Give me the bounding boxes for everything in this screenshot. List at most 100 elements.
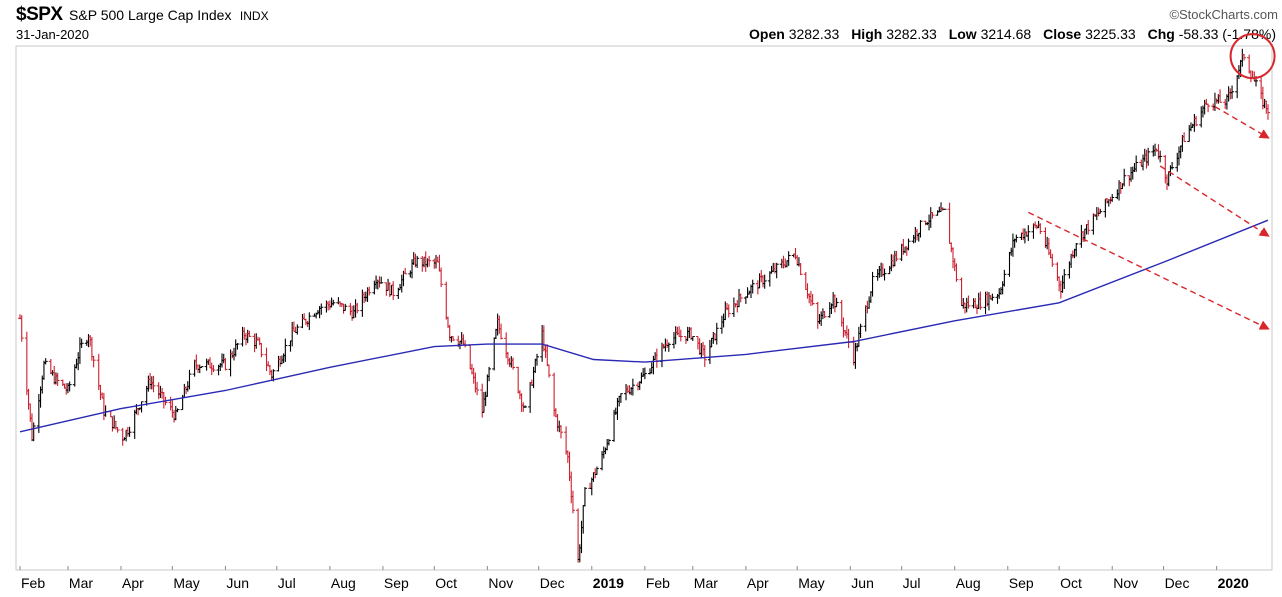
price-bar: [1158, 150, 1163, 163]
price-bar: [211, 365, 216, 373]
price-bar: [906, 238, 911, 251]
price-bar: [582, 487, 587, 507]
price-bar: [235, 343, 240, 350]
high-value: 3282.33: [886, 26, 937, 42]
price-bar: [822, 311, 827, 319]
price-bar: [379, 276, 384, 284]
price-bar: [630, 378, 635, 396]
price-bar: [1146, 147, 1151, 166]
price-bar: [726, 304, 731, 318]
price-bar: [714, 322, 719, 345]
price-bar: [894, 250, 899, 262]
price-bar: [978, 291, 983, 310]
price-bar: [786, 251, 791, 266]
x-tick-label: Apr: [747, 575, 769, 591]
price-bar: [762, 274, 767, 289]
price-bar: [511, 357, 516, 370]
price-bar: [798, 263, 803, 276]
quote-bar: Open 3282.33 High 3282.33 Low 3214.68 Cl…: [749, 26, 1276, 42]
moving-average-line: [19, 219, 1269, 433]
price-bar: [120, 427, 125, 446]
price-bar: [690, 336, 695, 342]
price-bar: [31, 422, 36, 442]
price-bar: [492, 337, 497, 371]
x-tick-label: Nov: [488, 575, 513, 591]
price-bar: [990, 293, 995, 301]
x-tick-label: Jul: [278, 575, 296, 591]
price-bar: [1218, 89, 1223, 103]
x-tick-label: May: [798, 575, 824, 591]
price-bar: [1038, 223, 1043, 234]
price-bar: [444, 281, 449, 320]
price-bar: [199, 366, 204, 369]
x-tick-label: Feb: [646, 575, 670, 591]
price-bar: [367, 286, 372, 296]
price-bar: [43, 358, 48, 365]
exchange-label: INDX: [239, 9, 269, 23]
trend-arrow: [1159, 165, 1270, 237]
x-tick-label: Mar: [694, 575, 718, 591]
price-bar: [870, 271, 875, 297]
price-bar: [918, 220, 923, 238]
price-bar: [1026, 225, 1031, 241]
price-bar: [1002, 269, 1007, 287]
price-bar: [19, 315, 24, 342]
price-bar: [295, 324, 300, 335]
trend-arrows: [1028, 106, 1270, 330]
high-label: High: [851, 26, 883, 42]
price-bar: [882, 268, 887, 281]
brand-watermark: ©StockCharts.com: [1169, 7, 1278, 22]
price-bar: [415, 255, 420, 268]
price-bar: [499, 323, 504, 340]
index-name: S&P 500 Large Cap Index: [69, 7, 232, 23]
price-bar: [1182, 132, 1187, 142]
price-bar: [187, 369, 192, 390]
x-tick-label: Sep: [384, 575, 409, 591]
price-bar: [283, 338, 288, 362]
price-bar: [954, 263, 959, 282]
price-bar: [307, 312, 312, 331]
trend-arrow: [1028, 211, 1270, 330]
price-bar: [523, 405, 528, 409]
x-tick-label: Feb: [21, 575, 45, 591]
chg-suffix: %): [1258, 26, 1276, 42]
price-bar: [1014, 234, 1019, 243]
price-bar: [1110, 194, 1115, 202]
x-tick-label: Dec: [1165, 575, 1190, 591]
price-bar: [618, 393, 623, 403]
price-bar: [1170, 161, 1175, 170]
price-bar: [1122, 168, 1127, 187]
price-bar: [1050, 253, 1055, 267]
price-bar: [516, 366, 521, 394]
price-bar: [487, 366, 492, 382]
price-bar: [1098, 208, 1103, 214]
price-bar: [546, 364, 551, 378]
price-bar: [570, 490, 575, 514]
ticker-symbol: $SPX: [16, 4, 63, 25]
price-bar: [738, 293, 743, 303]
price-bar: [259, 343, 264, 358]
x-tick-label: Jun: [851, 575, 874, 591]
top-highlight-circle: [1229, 33, 1276, 80]
x-tick-label: Sep: [1009, 575, 1034, 591]
x-tick-label: Oct: [435, 575, 457, 591]
price-bar: [67, 381, 72, 392]
price-bar: [223, 358, 228, 371]
price-bar: [1206, 103, 1211, 113]
chart-header: $SPX S&P 500 Large Cap Index INDX: [16, 4, 269, 26]
price-bar: [558, 425, 563, 439]
price-bar: [79, 338, 84, 348]
price-bar: [391, 281, 396, 300]
x-axis-ticks: Feb Mar Apr May Jun Jul Aug Sep Oct Nov Dec 2019 Feb…: [19, 566, 1249, 591]
price-bar: [115, 427, 120, 433]
price-bar: [319, 303, 324, 315]
x-tick-label: Jul: [903, 575, 921, 591]
price-bar: [1266, 104, 1270, 120]
price-bar: [139, 401, 144, 413]
price-bar: [343, 303, 348, 311]
price-bar: [666, 342, 671, 352]
price-bar: [96, 353, 101, 391]
low-value: 3214.68: [980, 26, 1032, 42]
x-tick-label: Jun: [226, 575, 249, 591]
price-bar: [966, 295, 971, 309]
